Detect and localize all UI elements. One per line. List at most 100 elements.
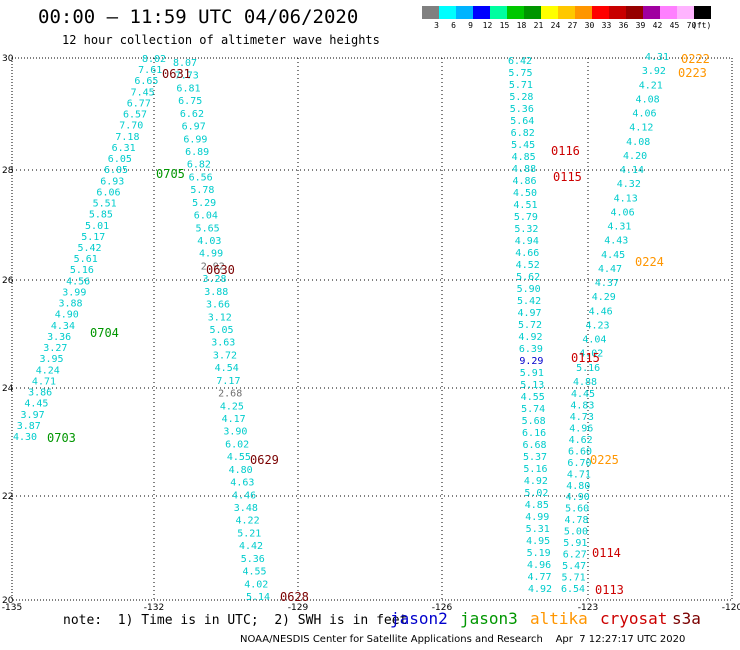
legend-label: 27 [567, 21, 578, 30]
wave-height-value: 4.50 [513, 188, 537, 199]
wave-height-value: 3.63 [211, 338, 235, 349]
legend-swatch [507, 6, 524, 19]
lon-tick-label: -135 [2, 603, 22, 613]
wave-height-value: 3.88 [58, 299, 82, 310]
wave-height-value: 4.02 [244, 579, 268, 590]
note-text: note: 1) Time is in UTC; 2) SWH is in fe… [63, 613, 408, 628]
pass-time-label: 0223 [678, 66, 707, 80]
legend-label: 70 [686, 21, 697, 30]
wave-height-value: 4.12 [629, 123, 653, 134]
wave-height-value: 9.29 [519, 356, 543, 367]
pass-time-label: 0225 [590, 453, 619, 467]
map-frame [11, 57, 733, 601]
wave-height-value: 5.60 [565, 504, 589, 515]
wave-height-value: 5.13 [520, 380, 544, 391]
wave-height-value: 3.48 [234, 503, 258, 514]
wave-height-value: 6.77 [127, 98, 151, 109]
wave-height-value: 3.28 [203, 274, 227, 285]
wave-height-value: 4.97 [517, 308, 541, 319]
wave-height-value: 4.94 [515, 236, 539, 247]
wave-height-value: 5.37 [523, 452, 547, 463]
wave-height-value: 4.04 [582, 335, 606, 346]
wave-height-value: 3.12 [208, 312, 232, 323]
wave-height-value: 4.25 [220, 401, 244, 412]
wave-height-value: 4.92 [528, 584, 552, 595]
wave-height-value: 5.61 [74, 254, 98, 265]
wave-height-value: 4.99 [199, 249, 223, 260]
wave-height-value: 5.36 [241, 554, 265, 565]
wave-height-value: 6.06 [96, 187, 120, 198]
legend-swatch [524, 6, 541, 19]
legend-label: (ft) [692, 21, 712, 30]
legend-label: 9 [468, 21, 473, 30]
wave-height-value: 5.19 [527, 548, 551, 559]
wave-height-value: 5.05 [209, 325, 233, 336]
wave-height-value: 4.45 [601, 250, 625, 261]
legend-label: 21 [533, 21, 544, 30]
wave-height-value: 4.42 [239, 541, 263, 552]
legend-swatch [694, 6, 711, 19]
legend-cryosat: cryosat [600, 609, 668, 628]
legend-swatch [677, 6, 694, 19]
wave-height-value: 4.71 [567, 469, 591, 480]
wave-height-value: 3.87 [17, 421, 41, 432]
wave-height-value: 5.47 [562, 561, 586, 572]
wave-height-value: 4.99 [525, 512, 549, 523]
wave-height-value: 5.45 [511, 140, 535, 151]
legend-swatch [422, 6, 439, 19]
legend-swatch [439, 6, 456, 19]
lon-tick-label: -132 [144, 603, 164, 613]
wave-height-value: 2.92 [201, 261, 225, 272]
pass-time-label: 0115 [553, 170, 582, 184]
wave-height-value: 6.02 [225, 439, 249, 450]
pass-time-label: 0628 [280, 590, 309, 604]
lat-tick-label: 22 [2, 492, 13, 502]
wave-height-value: 3.27 [43, 343, 67, 354]
wave-height-value: 4.45 [571, 389, 595, 400]
wave-height-value: 4.17 [222, 414, 246, 425]
pass-time-label: 0705 [156, 167, 185, 181]
wave-height-value: 4.47 [598, 264, 622, 275]
wave-height-value: 4.52 [516, 260, 540, 271]
pass-time-label: 0631 [162, 67, 191, 81]
pass-time-label: 0703 [47, 431, 76, 445]
wave-height-value: 2.68 [218, 389, 242, 400]
pass-time-label: 0630 [206, 263, 235, 277]
pass-time-label: 0116 [551, 144, 580, 158]
wave-height-value: 4.83 [570, 400, 594, 411]
wave-height-value: 5.65 [196, 223, 220, 234]
wave-height-value: 6.81 [176, 83, 200, 94]
wave-height-value: 6.65 [134, 76, 158, 87]
wave-height-value: 4.13 [614, 193, 638, 204]
wave-height-value: 7.73 [175, 71, 199, 82]
legend-label: 42 [652, 21, 663, 30]
wave-height-value: 4.37 [595, 278, 619, 289]
legend-swatch [558, 6, 575, 19]
wave-height-value: 5.29 [192, 198, 216, 209]
map-subtitle: 12 hour collection of altimeter wave hei… [62, 33, 380, 47]
legend-swatch [473, 6, 490, 19]
legend-label: 24 [550, 21, 561, 30]
wave-height-value: 5.91 [563, 538, 587, 549]
wave-height-value: 5.32 [514, 224, 538, 235]
wave-height-value: 8.02 [142, 54, 166, 65]
wave-height-value: 3.36 [47, 332, 71, 343]
wave-height-value: 4.85 [525, 500, 549, 511]
wave-height-value: 4.77 [527, 572, 551, 583]
wave-height-value: 4.46 [589, 306, 613, 317]
legend-swatch [660, 6, 677, 19]
wave-height-value: 7.17 [216, 376, 240, 387]
pass-time-label: 0115 [571, 351, 600, 365]
wave-height-value: 4.20 [623, 151, 647, 162]
wave-height-value: 5.31 [526, 524, 550, 535]
legend-label: 6 [451, 21, 456, 30]
wave-height-value: 5.42 [517, 296, 541, 307]
wave-height-value: 5.28 [509, 92, 533, 103]
wave-height-value: 4.30 [13, 432, 37, 443]
wave-height-value: 8.07 [173, 58, 197, 69]
legend-label: 33 [601, 21, 612, 30]
legend-label: 39 [635, 21, 646, 30]
wave-height-value: 3.99 [62, 287, 86, 298]
wave-height-value: 3.90 [223, 427, 247, 438]
legend-s3a: s3a [672, 609, 701, 628]
